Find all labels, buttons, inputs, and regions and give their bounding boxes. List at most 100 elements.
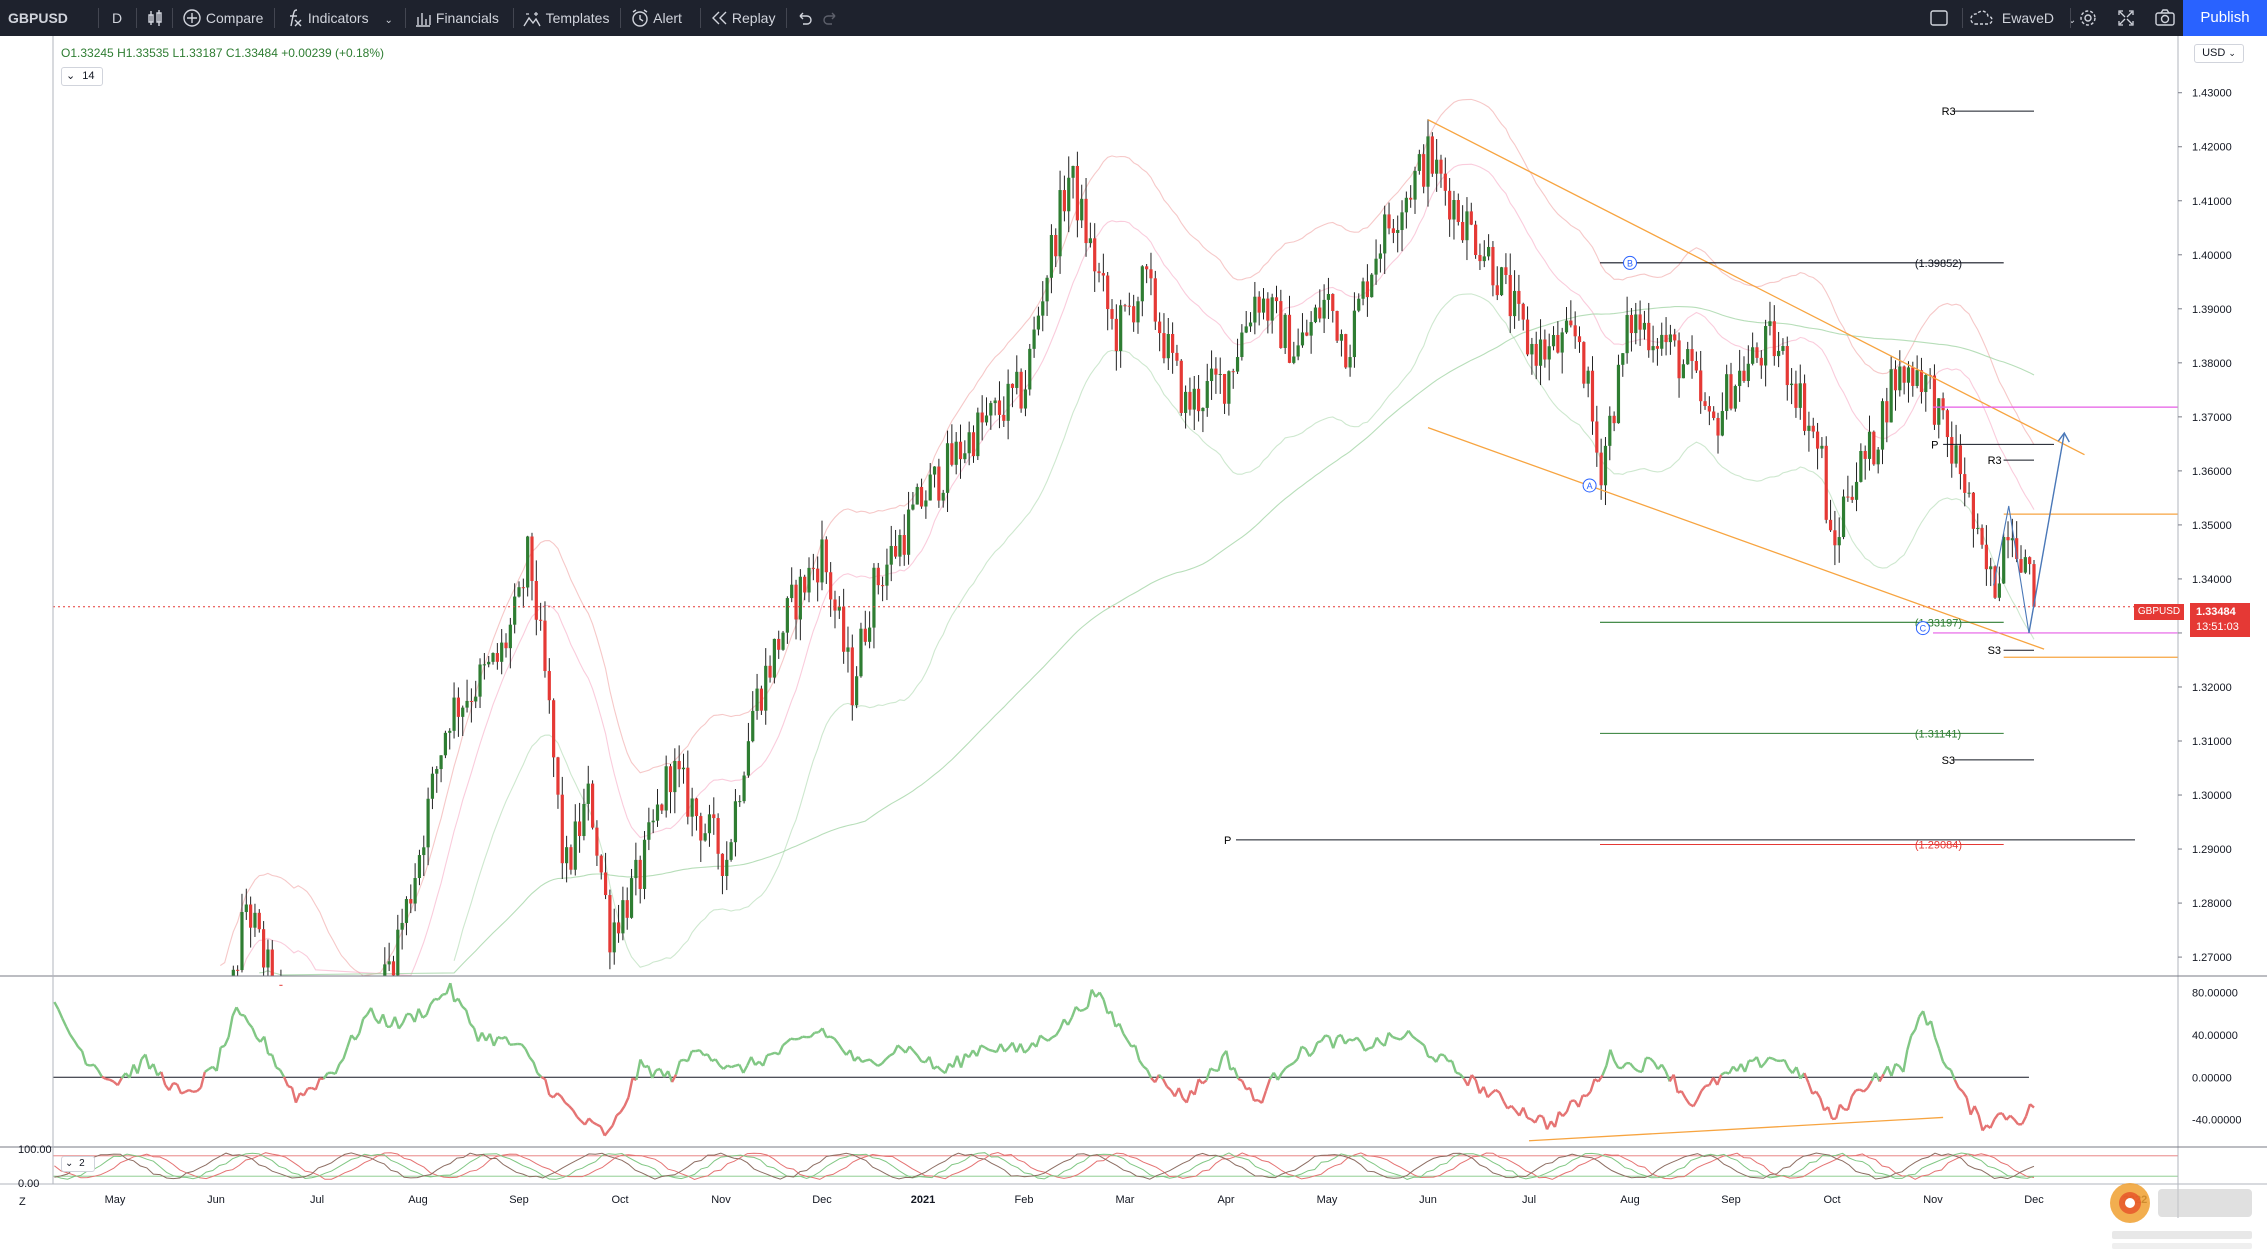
oscillator-segment — [1365, 1048, 1369, 1051]
oscillator-segment — [573, 1110, 577, 1117]
oscillator-segment — [1721, 1072, 1725, 1074]
candle-body — [1695, 361, 1698, 370]
oscillator-segment — [225, 1037, 229, 1046]
oscillator-segment — [1139, 1060, 1143, 1066]
oscillator-segment — [763, 1055, 767, 1066]
oscillator-segment — [1614, 1061, 1618, 1068]
open-value: O1.33245 — [61, 46, 114, 60]
candle-body — [1972, 493, 1975, 529]
candle-body — [418, 855, 421, 878]
oscillator-segment — [878, 1064, 882, 1066]
candle-body — [1387, 214, 1390, 228]
candle-body — [582, 804, 585, 836]
oscillator-segment — [240, 1015, 244, 1016]
oscillator-segment — [466, 1010, 470, 1024]
bar-style-button[interactable] — [146, 0, 164, 36]
candle-body — [1058, 190, 1061, 256]
timezone-button[interactable]: Z — [19, 1196, 26, 1208]
oscillator-segment — [1610, 1050, 1614, 1061]
candle-body — [1271, 297, 1274, 320]
candle-body — [647, 822, 650, 839]
oscillator-segment — [1226, 1051, 1230, 1070]
candle-body — [1989, 566, 1992, 569]
expand-button[interactable] — [2116, 0, 2136, 36]
oscillator-segment — [205, 1069, 209, 1072]
candle-body — [1600, 453, 1603, 486]
candle-body — [881, 585, 884, 586]
candle-body — [699, 816, 702, 840]
candle-body — [1565, 321, 1568, 333]
oscillator-segment — [783, 1042, 787, 1045]
undo-button[interactable] — [795, 0, 813, 36]
financials-button[interactable]: Financials — [414, 0, 499, 36]
oscillator-segment — [1080, 1010, 1084, 1011]
current-price-value: 1.33484 — [2190, 605, 2250, 620]
oscillator-segment — [1666, 1071, 1670, 1081]
oscillator-segment — [1539, 1115, 1543, 1117]
candle-body — [1470, 211, 1473, 224]
snapshot-button[interactable] — [2154, 0, 2176, 36]
compare-button[interactable]: Compare — [182, 0, 263, 36]
fib-level-label: (1.29084) — [1915, 840, 1962, 852]
currency-button[interactable]: USD ⌄ — [2194, 44, 2244, 63]
indicator-collapse[interactable]: ⌄ 14 — [61, 67, 103, 86]
fullscreen-button[interactable] — [1929, 0, 1949, 36]
candle-body — [760, 689, 763, 711]
candle-body — [1812, 426, 1815, 432]
indicators-button[interactable]: Indicators ⌄ — [286, 0, 393, 36]
oscillator-segment — [914, 1051, 918, 1056]
oscillator-segment — [1947, 1068, 1951, 1070]
candle-body — [1167, 334, 1170, 358]
toolbar-divider — [405, 8, 406, 28]
oscillator-segment — [1389, 1033, 1393, 1037]
pivot-p-label: P — [1224, 835, 1231, 847]
oscillator-segment — [1127, 1040, 1131, 1046]
candle-body — [1366, 281, 1369, 297]
candle-body — [643, 840, 646, 889]
templates-button[interactable]: Templates — [522, 0, 609, 36]
stochastic-tick-label: 100.00 — [18, 1144, 52, 1156]
candle-body — [691, 798, 694, 816]
layout-menu[interactable]: EwaveD ⌄ — [1968, 0, 2076, 36]
time-tick-label: Jul — [1522, 1194, 1536, 1206]
candle-body — [1877, 450, 1880, 465]
candle-body — [439, 755, 442, 769]
oscillator-segment — [268, 1054, 272, 1055]
oscillator-segment — [716, 1059, 720, 1065]
redo-button[interactable] — [822, 0, 840, 36]
stoch-collapse[interactable]: ⌄ 2 — [61, 1156, 95, 1172]
candle-body — [1102, 273, 1105, 275]
candle-body — [1509, 275, 1512, 316]
settings-button[interactable] — [2078, 0, 2098, 36]
replay-button[interactable]: Replay — [710, 0, 775, 36]
oscillator-segment — [890, 1053, 894, 1055]
templates-label: Templates — [546, 10, 610, 26]
candle-body — [1686, 349, 1689, 364]
symbol-search[interactable]: GBPUSD — [8, 0, 68, 36]
oscillator-segment — [1804, 1073, 1808, 1082]
oscillator-segment — [593, 1122, 597, 1124]
candle-body — [1556, 335, 1559, 353]
oscillator-segment — [1983, 1125, 1987, 1130]
publish-button[interactable]: Publish — [2183, 0, 2267, 36]
oscillator-segment — [1975, 1106, 1979, 1115]
oscillator-trendline — [1529, 1117, 1943, 1140]
oscillator-segment — [708, 1054, 712, 1061]
candle-body — [1903, 366, 1906, 382]
oscillator-segment — [1939, 1048, 1943, 1061]
oscillator-segment — [1686, 1098, 1690, 1104]
oscillator-segment — [339, 1059, 343, 1064]
candle-body — [1145, 266, 1148, 269]
candle-body — [2019, 559, 2022, 573]
oscillator-segment — [1282, 1068, 1286, 1073]
candle-body — [1370, 275, 1373, 297]
oscillator-segment — [1333, 1037, 1337, 1048]
candle-body — [1838, 537, 1841, 545]
toolbar-divider — [274, 8, 275, 28]
candle-body — [1669, 334, 1672, 342]
alert-button[interactable]: Alert — [630, 0, 682, 36]
chart-canvas[interactable]: (1.39852)(1.33197)(1.31141)(1.29084)R3PS… — [0, 36, 2267, 1218]
interval-button[interactable]: D — [112, 0, 122, 36]
candle-body — [686, 768, 689, 817]
